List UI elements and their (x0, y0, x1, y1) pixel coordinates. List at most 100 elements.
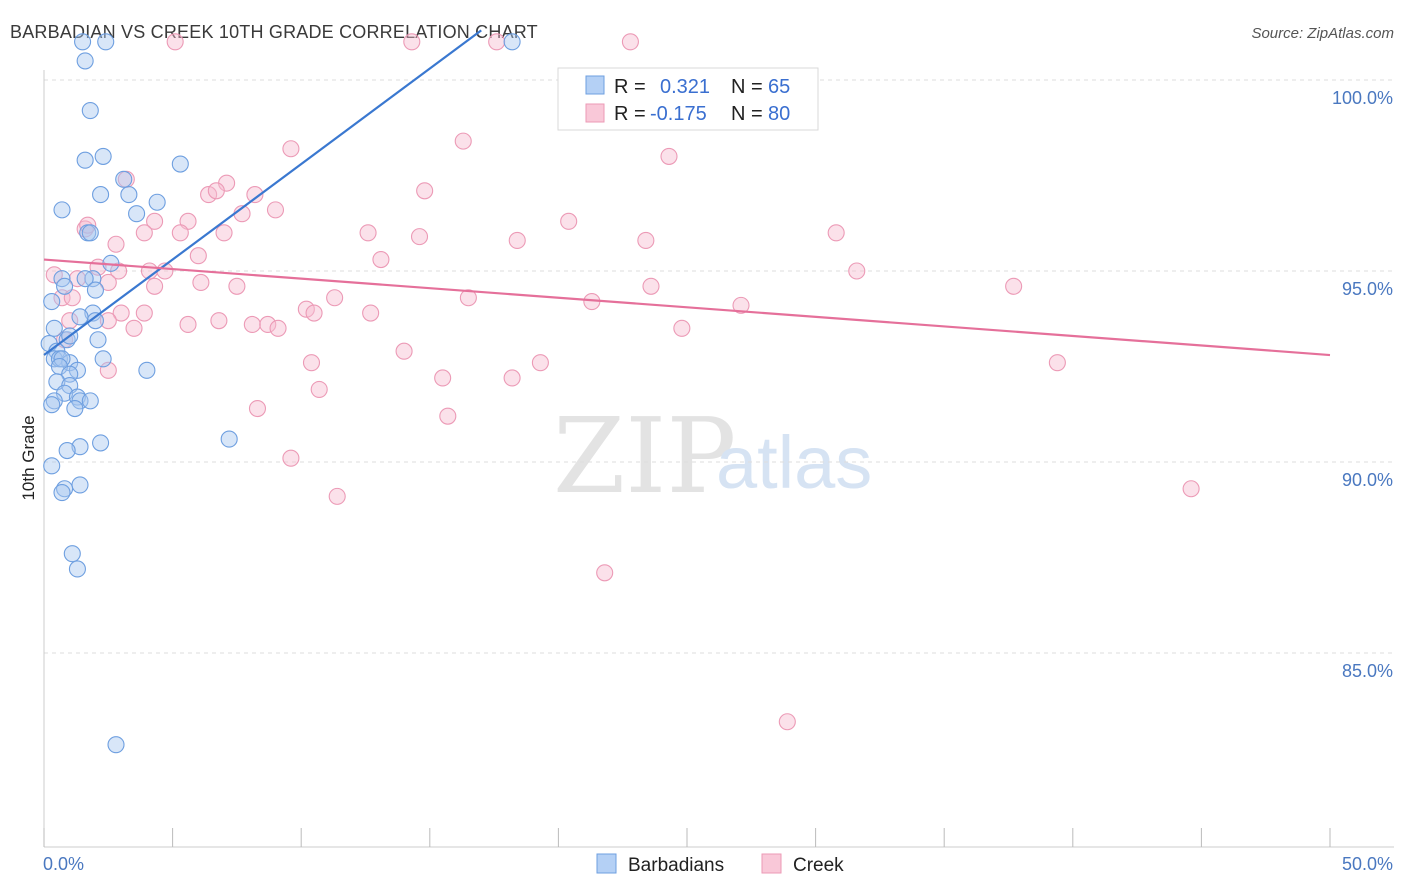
creek-point (732, 296, 750, 314)
barbadians-point (68, 361, 86, 379)
creek-point (200, 186, 218, 204)
barbadians-point (171, 155, 189, 173)
creek-point (488, 33, 506, 51)
barbadians-point (503, 33, 521, 51)
barbadians-point (86, 312, 104, 330)
creek-point (434, 369, 452, 387)
legend-r-label-creek: R = (614, 103, 646, 125)
barbadians-point (56, 277, 74, 295)
creek-point (328, 487, 346, 505)
creek-point (302, 354, 321, 372)
creek-point (637, 231, 655, 249)
creek-point (1005, 277, 1023, 295)
barbadians-point (107, 736, 125, 754)
barbadians-point (76, 151, 94, 169)
barbadians-point (81, 392, 99, 410)
creek-point (560, 212, 578, 230)
legend-n-value-barbadians: 65 (768, 76, 790, 98)
creek-point (359, 224, 377, 242)
creek-point (416, 182, 434, 200)
barbadians-point (148, 193, 166, 211)
barbadians-point (68, 560, 86, 578)
watermark: ZIP atlas (553, 395, 872, 517)
creek-point (395, 342, 413, 360)
barbadians-point (45, 319, 63, 337)
series-legend: Barbadians Creek (596, 853, 844, 876)
creek-trendline (43, 258, 1331, 357)
creek-point (189, 247, 207, 265)
creek-point (503, 369, 521, 387)
creek-point (297, 300, 315, 318)
barbadians-point (53, 201, 71, 219)
barbadians-point (71, 438, 89, 456)
creek-point (310, 380, 328, 398)
barbadians-point (43, 293, 61, 311)
y-axis-title: 10th Grade (19, 415, 38, 500)
creek-point (179, 315, 197, 334)
barbadians-point (92, 434, 110, 452)
source-credit: Source: ZipAtlas.com (1251, 25, 1394, 42)
legend-n-value-creek: 80 (768, 103, 790, 125)
creek-point (125, 319, 143, 337)
legend-n-label-creek: N = (731, 103, 763, 125)
y-tick-label: 95.0% (1342, 279, 1393, 299)
creek-point (266, 201, 285, 219)
barbadians-point (76, 52, 94, 70)
barbadians-point (128, 205, 146, 223)
creek-point (1048, 354, 1066, 372)
barbadians-point (63, 545, 81, 563)
creek-points (45, 33, 1200, 731)
legend-r-value-barbadians: 0.321 (660, 76, 710, 98)
y-tick-label: 85.0% (1342, 661, 1393, 681)
barbadians-point (92, 186, 110, 204)
creek-point (362, 304, 380, 322)
x-tick-labels: 0.0% 50.0% (43, 854, 1393, 874)
bottom-legend-label-barbadians: Barbadians (628, 855, 724, 876)
creek-point (166, 33, 184, 51)
barbadians-point (81, 224, 99, 242)
barbadians-point (120, 186, 138, 204)
barbadians-point (58, 441, 76, 460)
bottom-legend-swatch-barbadians (596, 853, 617, 874)
creek-point (228, 277, 246, 295)
creek-point (282, 449, 300, 467)
x-tick-label: 0.0% (43, 854, 84, 874)
creek-point (135, 224, 153, 242)
creek-point (827, 224, 845, 242)
barbadians-point (71, 308, 89, 326)
creek-point (107, 235, 125, 253)
creek-point (146, 277, 164, 295)
creek-point (439, 407, 457, 425)
legend-swatch-barbadians (585, 75, 605, 95)
x-tick-label: 50.0% (1342, 854, 1393, 874)
barbadians-point (76, 270, 94, 288)
creek-point (403, 33, 421, 51)
barbadians-point (138, 361, 156, 379)
axes (43, 70, 1394, 848)
creek-point (508, 231, 526, 249)
y-tick-labels: 100.0% 95.0% 90.0% 85.0% (1332, 88, 1393, 681)
creek-point (246, 186, 264, 204)
creek-point (305, 304, 323, 322)
bottom-legend-label-creek: Creek (793, 855, 844, 876)
gridlines (44, 79, 1394, 654)
creek-point (596, 564, 614, 582)
creek-point (326, 289, 344, 307)
barbadians-trendline (43, 29, 482, 356)
creek-point (372, 250, 390, 269)
creek-point (660, 147, 678, 165)
creek-point (259, 315, 277, 334)
creek-point (112, 304, 130, 322)
barbadians-point (43, 457, 61, 475)
watermark-zip-text: ZIP (553, 395, 736, 517)
barbadians-point (71, 476, 89, 494)
creek-point (135, 304, 153, 322)
creek-point (210, 312, 228, 330)
creek-point (269, 319, 287, 337)
barbadians-point (115, 170, 133, 188)
creek-point (848, 262, 866, 280)
legend-n-label-barbadians: N = (731, 76, 763, 98)
barbadians-point (81, 102, 99, 120)
barbadians-point (94, 350, 112, 368)
